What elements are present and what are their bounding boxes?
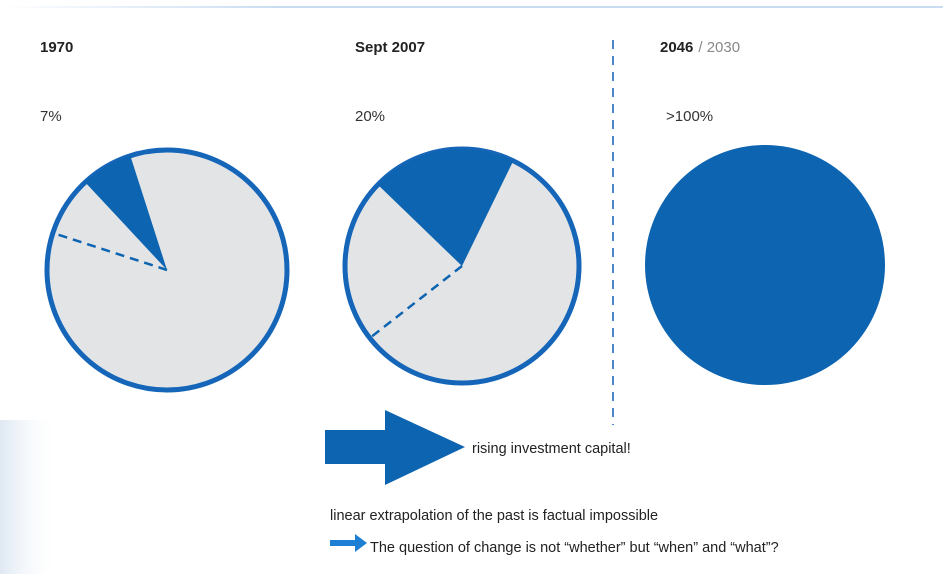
pie-slice [645,145,885,385]
note: linear extrapolation of the past is fact… [330,508,658,524]
pie-subtitle: / 2030 [698,39,740,56]
pie-slice [377,149,514,266]
pie-title: 2046 [660,39,693,56]
dashed-radius [369,265,463,340]
value-label: 7% [40,108,62,125]
big-arrow [325,410,465,485]
top-rule [0,6,943,8]
pie-slice [85,155,167,270]
corner-shade [0,420,60,574]
value-label: 20% [355,108,385,125]
pie-title: Sept 2007 [355,39,425,56]
question: The question of change is not “whether” … [370,540,779,556]
pie-title: 1970 [40,39,73,56]
dashed-radius [52,231,168,272]
arrow-text: rising investment capital! [472,441,631,457]
value-label: >100% [666,108,713,125]
small-arrow [330,534,367,552]
